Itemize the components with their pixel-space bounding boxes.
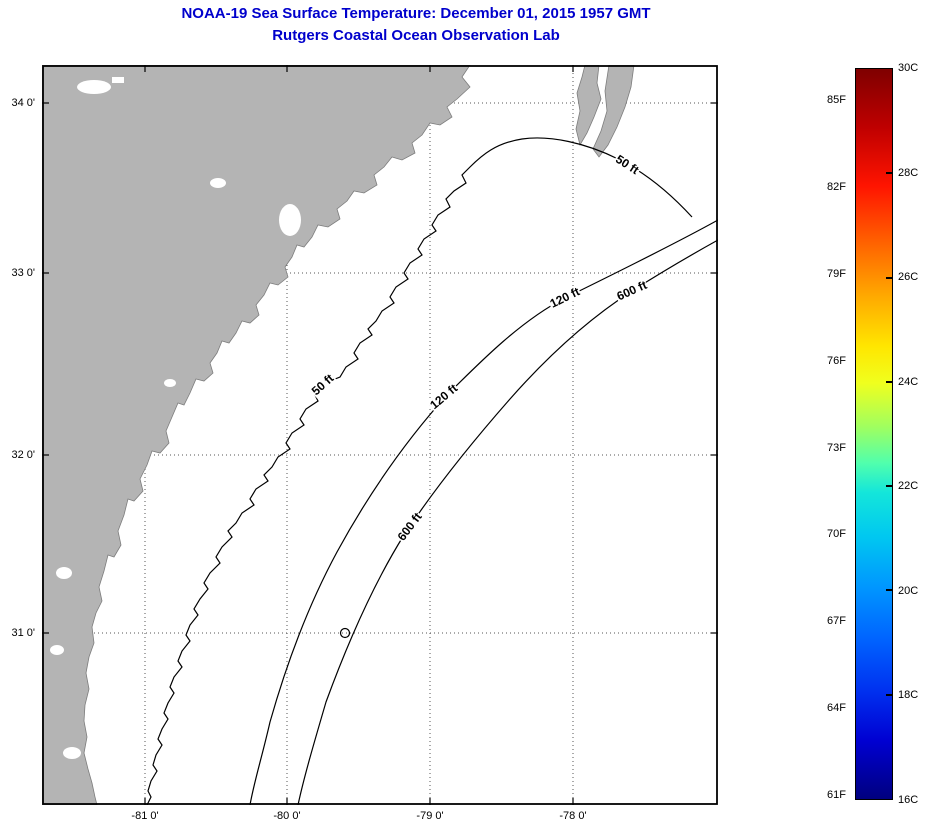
colorbar-tick <box>886 485 892 488</box>
celsius-label: 30C <box>898 62 919 74</box>
contour-120ft-line <box>249 219 718 805</box>
celsius-label: 22C <box>898 480 919 493</box>
y-axis-label: 32 0' <box>11 448 35 461</box>
cape-peninsula-west <box>575 65 602 147</box>
small-closed-contour <box>339 627 351 639</box>
colorbar-tick <box>886 589 892 592</box>
x-axis-labels: -81 0' -80 0' -79 0' -78 0' <box>42 810 718 824</box>
x-axis-label: -81 0' <box>131 810 159 822</box>
colorbar-celsius-labels: 30C 28C 26C 24C 22C 20C 18C 16C <box>896 62 936 806</box>
colorbar-tick <box>886 380 892 383</box>
fahrenheit-label: 76F <box>827 354 846 367</box>
land-shape <box>42 65 635 805</box>
fahrenheit-label: 85F <box>827 94 846 107</box>
y-axis-label: 34 0' <box>11 97 35 110</box>
page-subtitle: Rutgers Coastal Ocean Observation Lab <box>272 27 560 44</box>
x-axis-label: -80 0' <box>273 810 301 822</box>
celsius-label: 24C <box>898 375 919 388</box>
colorbar-fahrenheit-labels: 85F 82F 79F 76F 73F 70F 67F 64F 61F <box>800 68 850 801</box>
inland-water-patches <box>50 77 301 759</box>
celsius-label: 26C <box>898 271 919 284</box>
cape-peninsula-east <box>592 65 635 158</box>
celsius-label: 28C <box>898 166 919 179</box>
fahrenheit-label: 67F <box>827 615 846 628</box>
coastline-map-graphic <box>42 65 718 805</box>
celsius-label: 20C <box>898 584 919 597</box>
contour-600ft-line <box>297 239 718 805</box>
fahrenheit-label: 73F <box>827 441 846 454</box>
contour-50ft-line <box>146 137 693 805</box>
colorbar-tick <box>886 693 892 696</box>
map-frame <box>42 65 718 805</box>
celsius-label: 18C <box>898 689 919 702</box>
fahrenheit-label: 64F <box>827 702 846 715</box>
fahrenheit-label: 70F <box>827 528 846 541</box>
temperature-colorbar <box>855 68 893 800</box>
fahrenheit-label: 61F <box>827 788 846 801</box>
fahrenheit-label: 79F <box>827 267 846 280</box>
x-axis-label: -78 0' <box>559 810 587 822</box>
celsius-label: 16C <box>898 794 919 806</box>
sst-map: 50 ft 50 ft 120 ft 120 ft 600 ft 600 ft <box>42 65 718 805</box>
colorbar-tick <box>886 172 892 175</box>
page-title: NOAA-19 Sea Surface Temperature: Decembe… <box>181 5 651 22</box>
y-axis-labels: 34 0' 33 0' 32 0' 31 0' <box>0 65 38 805</box>
fahrenheit-label: 82F <box>827 181 846 194</box>
y-axis-label: 31 0' <box>11 627 35 640</box>
figure-header: NOAA-19 Sea Surface Temperature: Decembe… <box>0 5 832 45</box>
y-axis-label: 33 0' <box>11 266 35 279</box>
x-axis-label: -79 0' <box>416 810 444 822</box>
colorbar-tick <box>886 276 892 279</box>
